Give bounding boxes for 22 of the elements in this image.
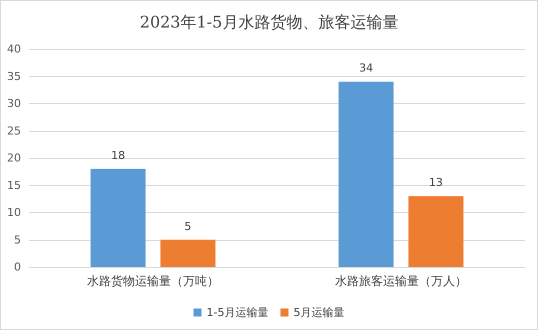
bar — [160, 240, 216, 267]
x-tick-label: 水路货物运输量（万吨） — [87, 274, 219, 288]
y-tick-label: 25 — [7, 124, 21, 138]
y-tick-label: 5 — [14, 233, 21, 246]
x-tick-label: 水路旅客运输量（万人） — [335, 274, 467, 288]
bar — [90, 168, 146, 267]
y-tick-label: 10 — [7, 206, 21, 219]
y-tick-label: 40 — [7, 42, 21, 56]
bar — [338, 82, 394, 267]
data-label: 13 — [428, 176, 443, 190]
chart-title: 2023年1-5月水路货物、旅客运输量 — [140, 12, 398, 32]
legend-label: 1-5月运输量 — [206, 306, 268, 319]
y-tick-label: 0 — [14, 260, 21, 274]
y-tick-label: 15 — [7, 178, 21, 192]
y-tick-label: 20 — [7, 152, 21, 164]
data-label: 18 — [111, 148, 126, 162]
bar — [408, 196, 464, 267]
y-tick-label: 30 — [7, 97, 21, 110]
y-tick-label: 35 — [7, 70, 21, 83]
legend-label: 5月运输量 — [293, 306, 344, 319]
data-label: 34 — [359, 62, 374, 75]
data-label: 5 — [184, 220, 192, 233]
